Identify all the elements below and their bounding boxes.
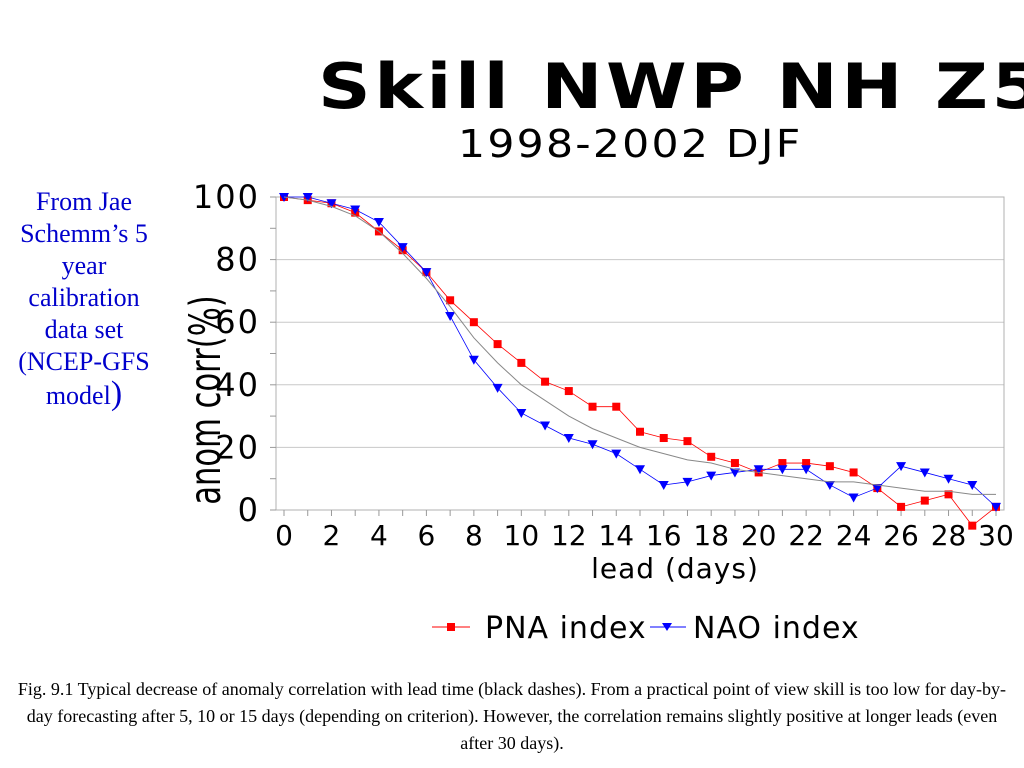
x-tick-label: 16	[646, 519, 682, 552]
series-line	[283, 196, 997, 527]
y-tick-label: 60	[215, 303, 260, 341]
data-point	[706, 471, 717, 481]
data-point	[658, 480, 669, 490]
x-tick-label: 12	[551, 519, 587, 552]
legend-marker-nao	[662, 623, 672, 631]
data-point	[492, 383, 503, 393]
data-point	[612, 402, 621, 411]
legend-label-nao: NAO index	[693, 611, 860, 646]
data-point	[920, 496, 929, 505]
data-point	[326, 199, 337, 209]
y-tick-label: 80	[215, 241, 260, 279]
data-point	[919, 468, 930, 478]
axes	[270, 196, 997, 516]
data-point	[636, 427, 644, 436]
data-point	[659, 434, 668, 443]
series-line	[284, 196, 997, 508]
data-point	[730, 459, 739, 468]
y-tick-label: 20	[215, 428, 260, 466]
data-point	[373, 218, 384, 228]
y-tick-label: 100	[193, 178, 260, 216]
x-tick-label: 8	[465, 519, 483, 552]
source-note-text: From Jae Schemm’s 5 year calibration dat…	[18, 187, 150, 410]
data-point	[778, 459, 787, 468]
figure-caption: Fig. 9.1 Typical decrease of anomaly cor…	[17, 679, 1007, 753]
y-axis-label: anom corr(%)	[181, 295, 230, 504]
x-tick-label: 2	[323, 519, 341, 552]
x-tick-label: 24	[836, 519, 872, 552]
y-tick-label: 40	[215, 366, 260, 404]
source-note-paren: )	[110, 375, 123, 412]
data-point	[468, 355, 479, 365]
legend-marker-pna	[447, 623, 455, 631]
series-pna-index	[280, 193, 1000, 530]
data-point	[943, 474, 954, 484]
x-tick-label: 20	[741, 519, 777, 552]
data-point	[587, 440, 598, 450]
data-point	[588, 402, 597, 411]
data-point	[801, 465, 812, 475]
legend-label-pna: PNA index	[485, 611, 647, 646]
data-point	[493, 340, 502, 349]
series-reference	[283, 196, 996, 495]
legend: PNA index NAO index	[432, 611, 860, 646]
chart-title: Skill NWP NH Z5	[318, 50, 1024, 123]
x-tick-label: 0	[275, 519, 293, 552]
data-point	[541, 377, 550, 386]
x-tick-label: 22	[788, 519, 824, 552]
data-point	[302, 193, 313, 202]
data-point	[564, 387, 573, 396]
data-point	[849, 468, 858, 477]
series-line	[283, 196, 996, 495]
y-tick-label: 0	[238, 491, 260, 529]
series-nao-index	[279, 193, 1001, 512]
data-point	[967, 480, 978, 490]
data-series	[279, 193, 1001, 530]
data-point	[469, 318, 478, 327]
data-point	[777, 465, 788, 475]
data-point	[802, 459, 811, 468]
data-point	[944, 490, 953, 499]
data-point	[611, 449, 622, 459]
data-point	[872, 484, 883, 494]
data-point	[516, 408, 527, 418]
data-point	[421, 268, 432, 278]
data-point	[563, 434, 574, 444]
data-point	[517, 358, 526, 367]
chart-subtitle: 1998-2002 DJF	[458, 122, 803, 166]
x-tick-label: 28	[931, 519, 967, 552]
data-point	[540, 421, 551, 431]
data-point	[897, 502, 906, 511]
data-point	[707, 452, 716, 461]
data-point	[682, 477, 693, 487]
x-tick-label: 26	[883, 519, 919, 552]
data-point	[683, 437, 692, 446]
x-tick-label: 6	[417, 519, 435, 552]
data-point	[397, 243, 408, 253]
data-point	[968, 521, 977, 530]
x-tick-label: 14	[598, 519, 634, 552]
x-axis-label: lead (days)	[591, 552, 759, 585]
grid-lines	[276, 196, 1004, 511]
data-point	[445, 311, 456, 321]
data-point	[446, 296, 455, 305]
data-point	[635, 465, 645, 475]
x-tick-label: 30	[978, 519, 1014, 552]
source-note: From Jae Schemm’s 5 year calibration dat…	[14, 186, 154, 412]
data-point	[896, 462, 907, 472]
data-point	[991, 502, 1001, 512]
x-tick-label: 18	[693, 519, 729, 552]
data-point	[729, 468, 740, 478]
data-point	[350, 205, 361, 215]
x-tick-label: 10	[504, 519, 540, 552]
data-point	[824, 480, 835, 490]
data-point	[825, 462, 834, 471]
data-point	[753, 465, 764, 475]
x-tick-label: 4	[370, 519, 388, 552]
data-point	[848, 493, 859, 503]
plot-area	[275, 196, 1005, 511]
